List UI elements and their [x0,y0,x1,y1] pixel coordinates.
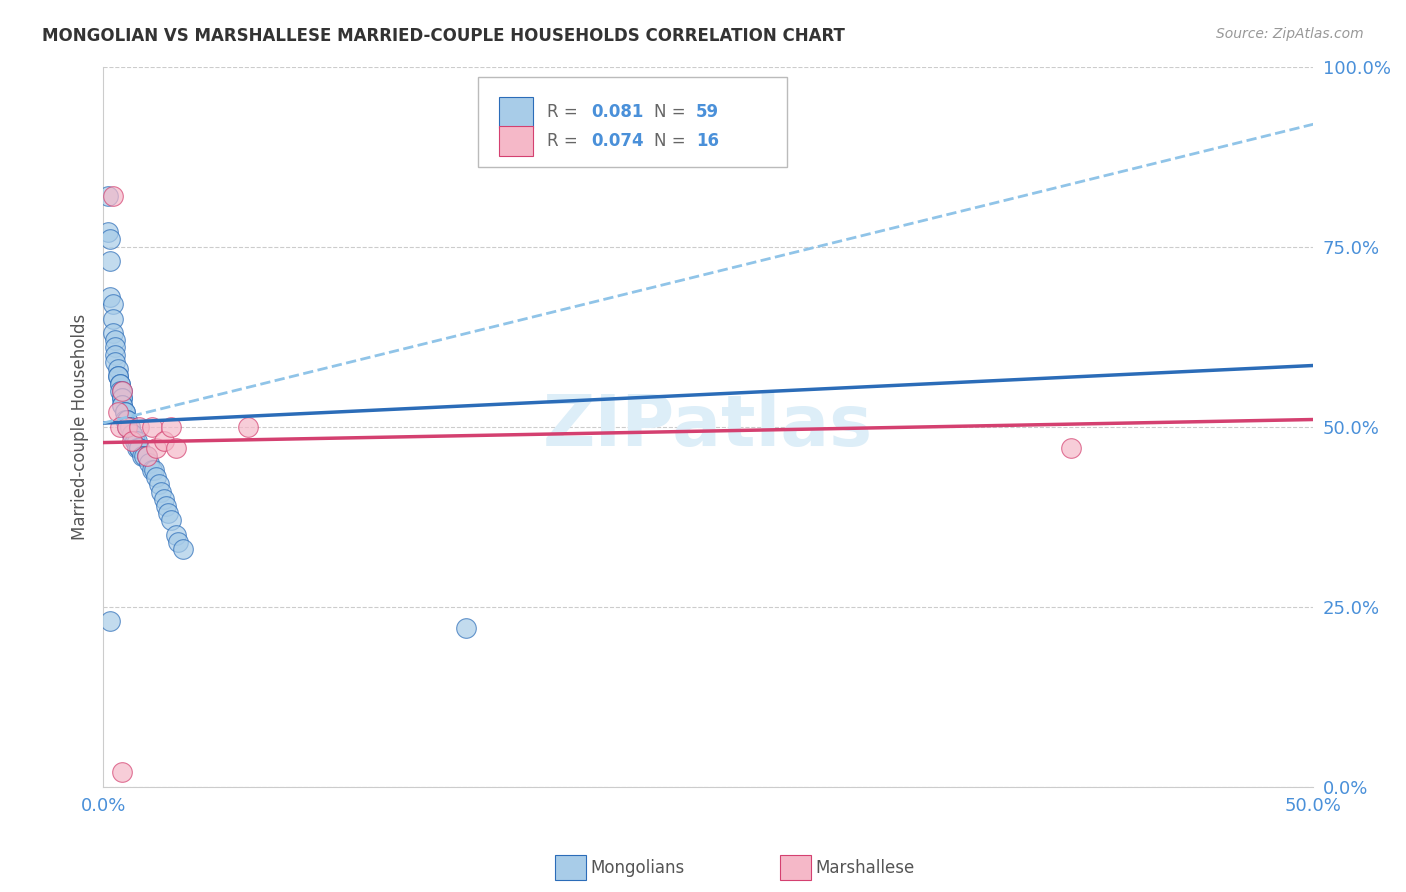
Point [135,449,157,463]
Point [165,528,187,542]
Point [111,391,134,405]
Point [111,398,134,412]
Point [121,434,143,449]
Text: R =: R = [547,132,583,150]
Point [456,621,478,635]
Point [114,405,136,419]
Point [152,434,174,449]
Text: N =: N = [654,103,690,121]
Point [138,456,160,470]
Point [107,362,129,376]
Point [238,419,260,434]
Point [111,384,134,398]
Point [100,614,122,628]
Point [97,189,120,203]
Point [160,419,183,434]
Point [160,513,183,527]
Point [117,419,139,434]
Point [118,419,141,434]
Point [145,442,167,456]
Point [141,419,163,434]
Point [114,412,136,426]
Point [150,484,173,499]
Point [111,384,134,398]
Point [121,426,143,441]
Point [108,376,131,391]
Point [148,477,170,491]
FancyBboxPatch shape [499,97,533,128]
Point [142,463,165,477]
Point [145,470,167,484]
FancyBboxPatch shape [499,126,533,156]
Point [155,499,177,513]
Point [104,348,127,362]
Point [104,355,127,369]
Point [100,290,122,304]
Point [134,449,156,463]
Point [111,391,134,405]
Point [121,426,143,441]
Point [128,442,150,456]
Point [131,449,153,463]
Y-axis label: Married-couple Households: Married-couple Households [72,314,89,540]
Point [107,369,129,384]
Text: 59: 59 [696,103,720,121]
Point [157,506,180,520]
Point [128,442,150,456]
Text: N =: N = [654,132,690,150]
Point [111,765,134,780]
Point [124,434,146,449]
Point [108,419,131,434]
Text: ZIPatlas: ZIPatlas [543,392,873,461]
Point [114,405,136,419]
Text: Marshallese: Marshallese [815,859,915,877]
Point [104,333,127,347]
Point [107,405,129,419]
Point [118,419,141,434]
Text: MONGOLIAN VS MARSHALLESE MARRIED-COUPLE HOUSEHOLDS CORRELATION CHART: MONGOLIAN VS MARSHALLESE MARRIED-COUPLE … [42,27,845,45]
Point [124,434,146,449]
Point [101,297,124,311]
Point [167,535,190,549]
Point [117,419,139,434]
Point [135,449,157,463]
Point [165,442,187,456]
Point [121,426,143,441]
Text: Source: ZipAtlas.com: Source: ZipAtlas.com [1216,27,1364,41]
Point [125,442,148,456]
Point [101,326,124,340]
Text: Mongolians: Mongolians [591,859,685,877]
Point [107,369,129,384]
Point [1060,442,1083,456]
FancyBboxPatch shape [478,78,787,168]
Point [97,225,120,239]
Point [117,412,139,426]
Text: 16: 16 [696,132,718,150]
Point [101,311,124,326]
Point [111,398,134,412]
Point [101,189,124,203]
Point [117,412,139,426]
Point [108,384,131,398]
Point [152,491,174,506]
Point [108,376,131,391]
Point [100,232,122,246]
Point [141,463,163,477]
Text: R =: R = [547,103,583,121]
Point [128,419,150,434]
Point [125,434,148,449]
Point [117,419,139,434]
Point [104,341,127,355]
Text: 0.081: 0.081 [591,103,643,121]
Point [172,542,194,557]
Text: 0.074: 0.074 [591,132,644,150]
Point [100,254,122,268]
